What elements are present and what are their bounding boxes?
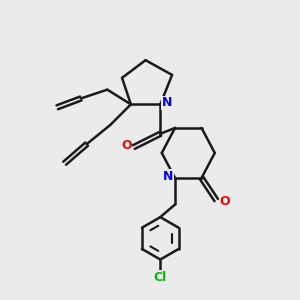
Text: O: O [121,139,132,152]
Text: O: O [219,195,230,208]
Text: Cl: Cl [154,271,167,284]
Text: N: N [162,96,172,110]
Text: N: N [164,170,174,183]
